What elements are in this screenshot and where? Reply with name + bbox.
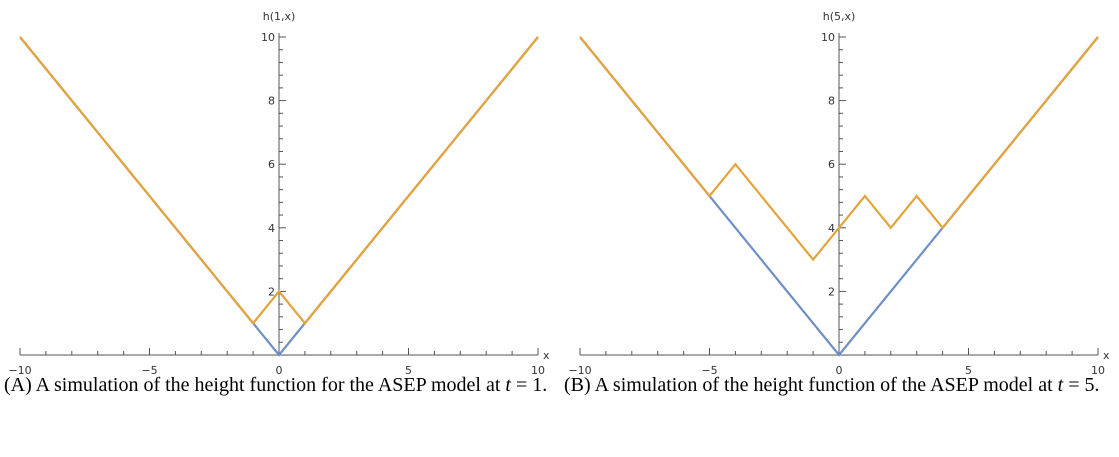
y-tick-label: 10 [261, 31, 275, 44]
x-tick-label: −5 [701, 364, 717, 377]
y-tick-label: 8 [828, 95, 835, 108]
caption-math: t [505, 374, 511, 396]
x-axis-label: x [1103, 349, 1110, 362]
caption-math: t [1057, 374, 1064, 396]
series-line-2 [579, 36, 1099, 262]
y-tick-label: 10 [821, 31, 835, 44]
y-tick-label: 2 [268, 285, 275, 298]
chart-b: −10 −5 0 5 10 2 4 6 8 10 h(5,x) x [568, 10, 1110, 377]
y-tick-label: 4 [828, 222, 835, 235]
x-tick-label: 10 [1091, 364, 1105, 377]
x-tick-label: 0 [836, 364, 843, 377]
x-axis-label: x [543, 349, 550, 362]
caption-b: (B) A simulation of the height function … [564, 372, 1109, 398]
chart-a: −10 −5 0 5 10 2 4 6 8 10 h(1,x) x [8, 10, 550, 377]
caption-tag: (B) [564, 374, 591, 396]
caption-tag: (A) [4, 374, 32, 396]
x-tick-label: −10 [568, 364, 591, 377]
chart-panel-a: −10 −5 0 5 10 2 4 6 8 10 h(1,x) x (A) A simulation … [0, 0, 550, 457]
x-tick-label: 5 [965, 364, 972, 377]
caption-text-end: = 5. [1063, 374, 1100, 396]
caption-text: A simulation of the height function for … [31, 374, 506, 396]
caption-a: (A) A simulation of the height function … [4, 372, 549, 398]
y-tick-label: 4 [268, 222, 275, 235]
series-line-2 [19, 36, 539, 325]
y-axis-label: h(1,x) [263, 10, 296, 23]
caption-text: A simulation of the height function of t… [590, 374, 1058, 396]
x-tick-label: 10 [531, 364, 545, 377]
y-tick-label: 6 [268, 158, 275, 171]
x-tick-label: 0 [276, 364, 283, 377]
x-tick-label: 5 [405, 364, 412, 377]
x-tick-label: −5 [141, 364, 157, 377]
y-tick-label: 6 [828, 158, 835, 171]
chart-panel-b: −10 −5 0 5 10 2 4 6 8 10 h(5,x) x (B) A simulation … [560, 0, 1110, 457]
x-tick-label: −10 [8, 364, 31, 377]
y-tick-label: 8 [268, 95, 275, 108]
caption-text-end: = 1. [510, 374, 548, 396]
y-axis-label: h(5,x) [823, 10, 856, 23]
y-tick-label: 2 [828, 285, 835, 298]
